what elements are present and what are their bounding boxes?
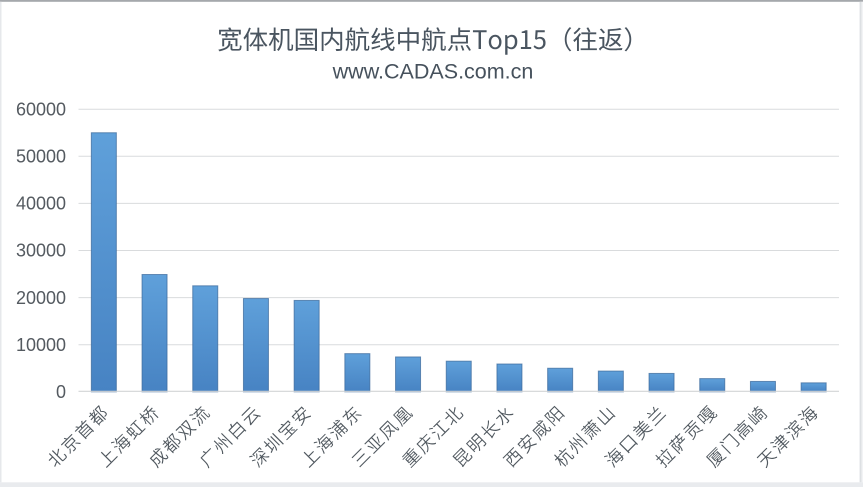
svg-text:60000: 60000 bbox=[16, 99, 66, 119]
svg-text:50000: 50000 bbox=[16, 147, 66, 167]
svg-text:0: 0 bbox=[56, 382, 66, 402]
svg-text:10000: 10000 bbox=[16, 335, 66, 355]
svg-text:40000: 40000 bbox=[16, 194, 66, 214]
svg-text:20000: 20000 bbox=[16, 288, 66, 308]
svg-text:30000: 30000 bbox=[16, 241, 66, 261]
svg-text:www.CADAS.com.cn: www.CADAS.com.cn bbox=[332, 60, 534, 84]
